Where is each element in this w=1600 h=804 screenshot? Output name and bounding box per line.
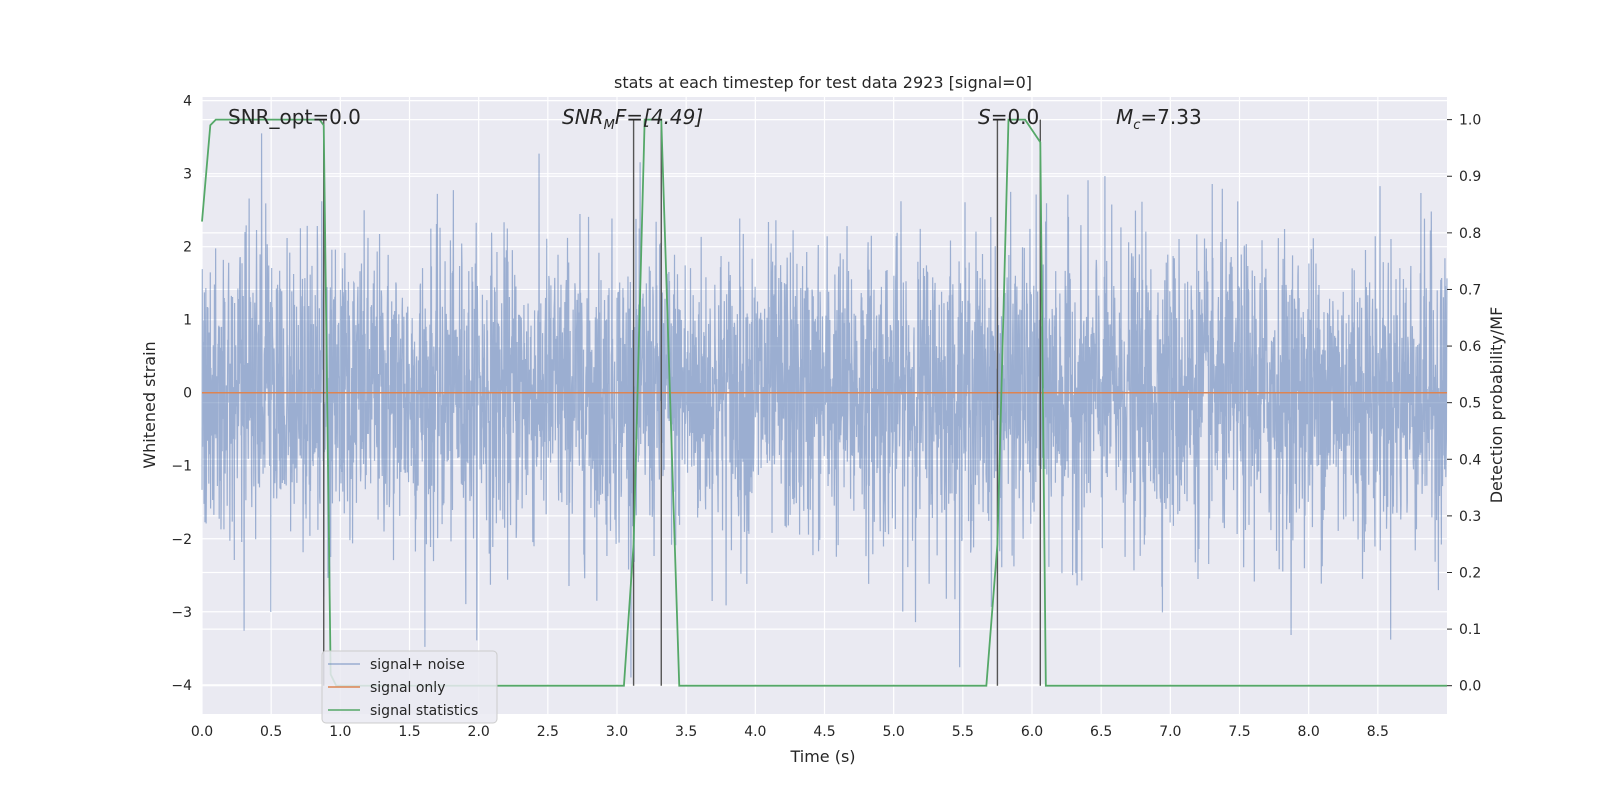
x-tick-label: 4.0: [744, 724, 766, 740]
y-tick-label: −4: [171, 678, 192, 694]
series-signal-statistics-line: [201, 118, 1447, 687]
y2-tick-label: 0.3: [1459, 509, 1481, 525]
y2-tick-label: 1.0: [1459, 113, 1481, 129]
stat-layer: [201, 118, 1447, 687]
snr-mf-sub: M: [604, 118, 615, 133]
legend-label-signal-only: signal only: [370, 680, 445, 696]
x-tick-label: 7.0: [1159, 724, 1181, 740]
y-axis-label: Whitened strain: [140, 341, 159, 468]
chart-title: stats at each timestep for test data 292…: [614, 73, 1032, 92]
s-prefix: S: [978, 105, 991, 129]
snr-mf-suffix: F=[4.49]: [615, 105, 703, 129]
y2-tick-label: 0.0: [1459, 679, 1481, 695]
series-signal-noise-line: [201, 133, 1448, 678]
mc-sub: c: [1133, 118, 1140, 133]
x-tick-label: 8.5: [1367, 724, 1389, 740]
x-tick-label: 5.5: [952, 724, 974, 740]
y-tick-label: −3: [171, 605, 192, 621]
x-tick-label: 0.5: [260, 724, 282, 740]
x-tick-label: 6.5: [1090, 724, 1112, 740]
legend-label-signal-statistics: signal statistics: [370, 703, 478, 719]
y-tick-label: 1: [183, 313, 192, 329]
y-tick-label: −1: [171, 459, 192, 475]
y2-tick-label: 0.8: [1459, 226, 1481, 242]
legend-box: [321, 650, 498, 724]
y-tick-label: −2: [171, 532, 192, 548]
y2-tick-label: 0.6: [1459, 339, 1481, 355]
x-tick-label: 1.5: [398, 724, 420, 740]
x-tick-label: 2.5: [537, 724, 559, 740]
x-tick-label: 5.0: [883, 724, 905, 740]
snr-mf-prefix: SNR: [562, 105, 604, 129]
x-tick-label: 4.5: [813, 724, 835, 740]
y2-tick-label: 0.5: [1459, 396, 1481, 412]
y-tick-label: 0: [183, 386, 192, 402]
x-tick-label: 0.0: [191, 724, 213, 740]
x-tick-label: 8.0: [1298, 724, 1320, 740]
annotation-mc: Mc=7.33: [1116, 105, 1202, 133]
y2-tick-label: 0.4: [1459, 452, 1481, 468]
y2-tick-label: 0.7: [1459, 282, 1481, 298]
y2-tick-label: 0.1: [1459, 622, 1481, 638]
s-suffix: =0.0: [991, 105, 1040, 129]
x-tick-label: 2.0: [468, 724, 490, 740]
ticks: 0.0 0.5 1.0 1.5 2.0 2.5 3.0 3.5 4.0 4.5 5.0 5.5 6.0 6…: [171, 94, 1481, 740]
x-tick-label: 3.5: [675, 724, 697, 740]
y2-tick-label: 0.2: [1459, 565, 1481, 581]
data-layer: [201, 133, 1448, 678]
y2-axis-label: Detection probability/MF: [1487, 307, 1506, 504]
annotation-snr-mf: SNRMF=[4.49]: [562, 105, 703, 133]
y2-tick-label: 0.9: [1459, 169, 1481, 185]
x-tick-label: 3.0: [606, 724, 628, 740]
annotations: SNR_opt=0.0 SNRMF=[4.49] S=0.0 Mc=7.33: [228, 105, 1202, 133]
legend: signal+ noise signal only signal statist…: [321, 650, 498, 724]
legend-label-signal-noise: signal+ noise: [370, 657, 465, 673]
y-tick-label: 3: [183, 167, 192, 183]
x-axis-label: Time (s): [789, 747, 855, 766]
annotation-s: S=0.0: [978, 105, 1039, 129]
mc-suffix: =7.33: [1140, 105, 1201, 129]
mc-prefix: M: [1116, 105, 1133, 129]
vertical-markers: [323, 119, 1042, 686]
x-tick-label: 7.5: [1228, 724, 1250, 740]
plot-area: [201, 97, 1448, 714]
x-tick-label: 1.0: [329, 724, 351, 740]
annotation-snr-opt: SNR_opt=0.0: [228, 105, 361, 129]
y-tick-label: 4: [183, 94, 192, 110]
y-tick-label: 2: [183, 240, 192, 256]
x-tick-label: 6.0: [1021, 724, 1043, 740]
